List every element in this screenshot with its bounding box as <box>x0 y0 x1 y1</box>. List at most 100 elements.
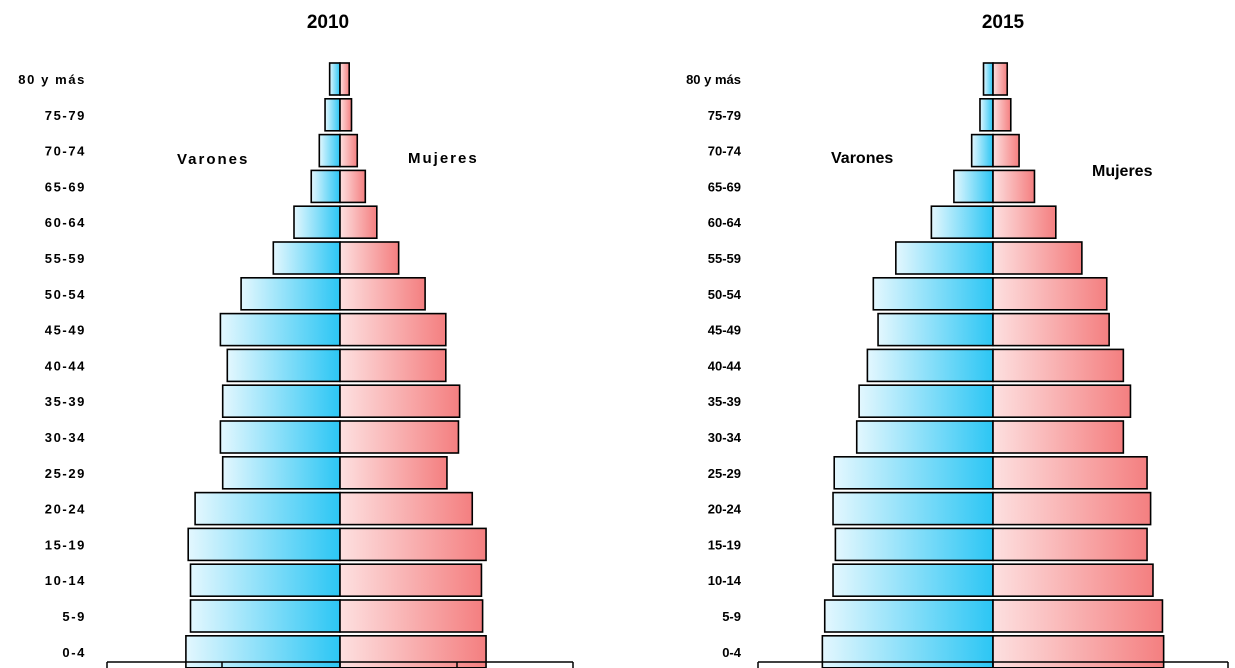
bar-mujeres-2015-4 <box>992 205 1057 239</box>
bar-mujeres-2015-11 <box>992 455 1148 490</box>
legend-label-mujeres-2010: Mujeres <box>408 150 479 167</box>
bar-varones-2010-15 <box>189 599 341 633</box>
bar-varones-2015-12 <box>832 491 994 526</box>
chart-title-2010: 2010 <box>307 12 349 33</box>
bar-varones-2010-11 <box>221 455 341 490</box>
bar-mujeres-2015-14 <box>992 563 1154 598</box>
bar-mujeres-2010-10 <box>339 420 460 454</box>
age-label-2015-4: 60-64 <box>708 215 742 230</box>
bar-mujeres-2010-3 <box>339 169 367 204</box>
bar-mujeres-2010-11 <box>339 455 448 490</box>
age-label-2015-6: 50-54 <box>708 287 742 302</box>
bar-varones-2015-4 <box>930 205 994 239</box>
age-label-2015-16: 0-4 <box>722 645 742 660</box>
bars-2010 <box>185 62 487 668</box>
bar-mujeres-2015-3 <box>992 169 1036 204</box>
age-label-2015-12: 20-24 <box>708 502 742 517</box>
age-label-2015-2: 70-74 <box>708 144 742 159</box>
x-axis-2015 <box>757 661 1229 668</box>
age-label-2010-1: 75-79 <box>45 108 86 123</box>
bar-mujeres-2010-2 <box>339 133 359 168</box>
bar-mujeres-2015-1 <box>992 98 1012 132</box>
age-label-2010-0: 80 y más <box>18 72 86 87</box>
bar-varones-2010-5 <box>272 241 341 275</box>
bar-varones-2010-0 <box>328 62 341 96</box>
bar-varones-2015-15 <box>823 599 994 633</box>
bar-mujeres-2015-16 <box>992 634 1165 668</box>
bar-mujeres-2010-4 <box>339 205 378 239</box>
bar-varones-2010-3 <box>310 169 341 204</box>
bar-varones-2015-3 <box>953 169 994 204</box>
age-label-2010-4: 60-64 <box>45 215 86 230</box>
age-label-2010-16: 0-4 <box>62 645 86 660</box>
bar-mujeres-2015-6 <box>992 276 1108 311</box>
bar-mujeres-2015-9 <box>992 384 1132 419</box>
bar-varones-2010-16 <box>185 634 341 668</box>
bar-mujeres-2010-5 <box>339 241 400 275</box>
bar-varones-2015-1 <box>979 98 994 132</box>
bar-varones-2015-13 <box>834 527 994 562</box>
bar-mujeres-2015-2 <box>992 133 1020 168</box>
age-label-2015-10: 30-34 <box>708 430 742 445</box>
bar-varones-2015-0 <box>982 62 994 96</box>
age-label-2015-9: 35-39 <box>708 394 741 409</box>
x-axis-2010 <box>106 661 574 668</box>
age-label-2010-11: 25-29 <box>45 466 86 481</box>
bar-varones-2010-7 <box>219 312 341 347</box>
bar-mujeres-2015-12 <box>992 491 1152 526</box>
bar-mujeres-2015-8 <box>992 348 1125 383</box>
bar-mujeres-2010-15 <box>339 599 484 633</box>
bar-varones-2010-8 <box>226 348 341 383</box>
bar-varones-2010-6 <box>240 276 341 311</box>
age-label-2010-15: 5-9 <box>62 609 86 624</box>
age-label-2010-14: 10-14 <box>45 573 86 588</box>
bar-mujeres-2010-8 <box>339 348 447 383</box>
bar-varones-2015-8 <box>866 348 994 383</box>
age-label-2010-3: 65-69 <box>45 179 86 194</box>
bar-mujeres-2010-13 <box>339 527 487 562</box>
bar-varones-2015-7 <box>877 312 994 347</box>
bar-varones-2015-11 <box>833 455 994 490</box>
age-label-2015-0: 80 y más <box>686 72 741 87</box>
age-label-2010-9: 35-39 <box>45 394 86 409</box>
bar-varones-2010-10 <box>219 420 341 454</box>
age-label-2015-5: 55-59 <box>708 251 741 266</box>
bar-mujeres-2015-15 <box>992 599 1164 633</box>
pyramid-2015: 2015 Varones Mujeres 80 y más 75-79 70-74 6… <box>686 12 1229 668</box>
age-label-2010-7: 45-49 <box>45 323 86 338</box>
legend-label-varones-2010: Varones <box>177 151 249 168</box>
legend-label-mujeres-2015: Mujeres <box>1092 163 1153 180</box>
age-label-2015-3: 65-69 <box>708 179 741 194</box>
age-label-2015-13: 15-19 <box>708 537 741 552</box>
age-label-2010-12: 20-24 <box>45 502 86 517</box>
age-label-2010-13: 15-19 <box>45 537 86 552</box>
bar-varones-2015-10 <box>855 420 994 454</box>
bar-mujeres-2015-7 <box>992 312 1110 347</box>
bar-mujeres-2010-14 <box>339 563 483 598</box>
bar-varones-2015-16 <box>821 634 994 668</box>
bar-varones-2010-1 <box>324 98 341 132</box>
bar-mujeres-2010-1 <box>339 98 353 132</box>
bar-varones-2015-14 <box>832 563 994 598</box>
age-label-2010-5: 55-59 <box>45 251 86 266</box>
bar-varones-2010-12 <box>194 491 341 526</box>
bar-mujeres-2015-13 <box>992 527 1148 562</box>
bar-varones-2010-14 <box>189 563 341 598</box>
bar-varones-2015-2 <box>970 133 994 168</box>
bar-mujeres-2010-12 <box>339 491 474 526</box>
pyramid-2010: 2010 Varones Mujeres 80 y más 75-79 70-74 6… <box>18 12 574 668</box>
bar-mujeres-2015-5 <box>992 241 1083 275</box>
age-label-2015-14: 10-14 <box>708 573 742 588</box>
age-label-2010-10: 30-34 <box>45 430 86 445</box>
age-label-2015-1: 75-79 <box>708 108 741 123</box>
age-label-2010-8: 40-44 <box>45 358 86 373</box>
age-label-2015-11: 25-29 <box>708 466 741 481</box>
age-labels-2015: 80 y más 75-79 70-74 65-69 60-64 55-59 50-54 45… <box>686 72 742 660</box>
bar-varones-2010-4 <box>293 205 341 239</box>
bar-varones-2015-6 <box>872 276 994 311</box>
bar-mujeres-2010-16 <box>339 634 487 668</box>
bar-varones-2010-13 <box>187 527 341 562</box>
chart-title-2015: 2015 <box>982 12 1025 33</box>
bar-mujeres-2010-7 <box>339 312 447 347</box>
